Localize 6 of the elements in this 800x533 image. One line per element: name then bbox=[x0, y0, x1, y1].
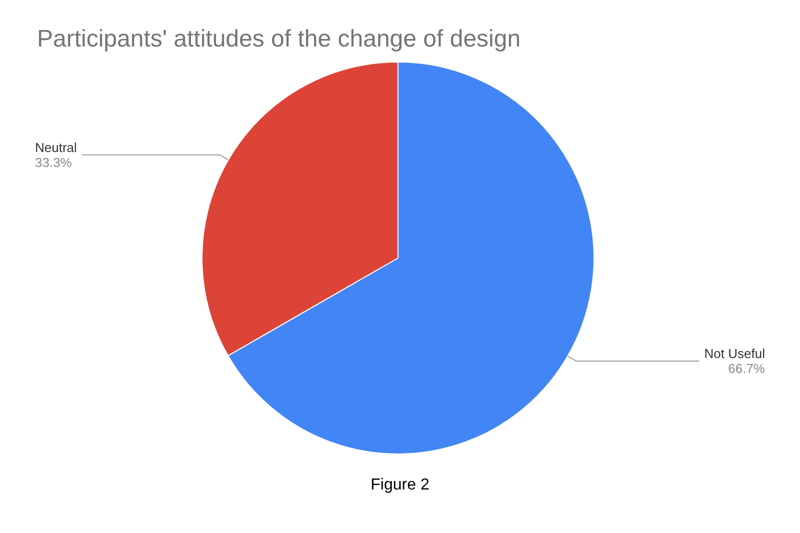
slice-label: Not Useful bbox=[704, 346, 766, 362]
data-label: 33.3% bbox=[35, 154, 72, 170]
chart-title: Participants' attitudes of the change of design bbox=[37, 26, 521, 52]
slice-label: Neutral bbox=[35, 140, 78, 155]
data-label: 66.7% bbox=[728, 361, 766, 376]
caption: Figure 2 bbox=[370, 476, 430, 494]
